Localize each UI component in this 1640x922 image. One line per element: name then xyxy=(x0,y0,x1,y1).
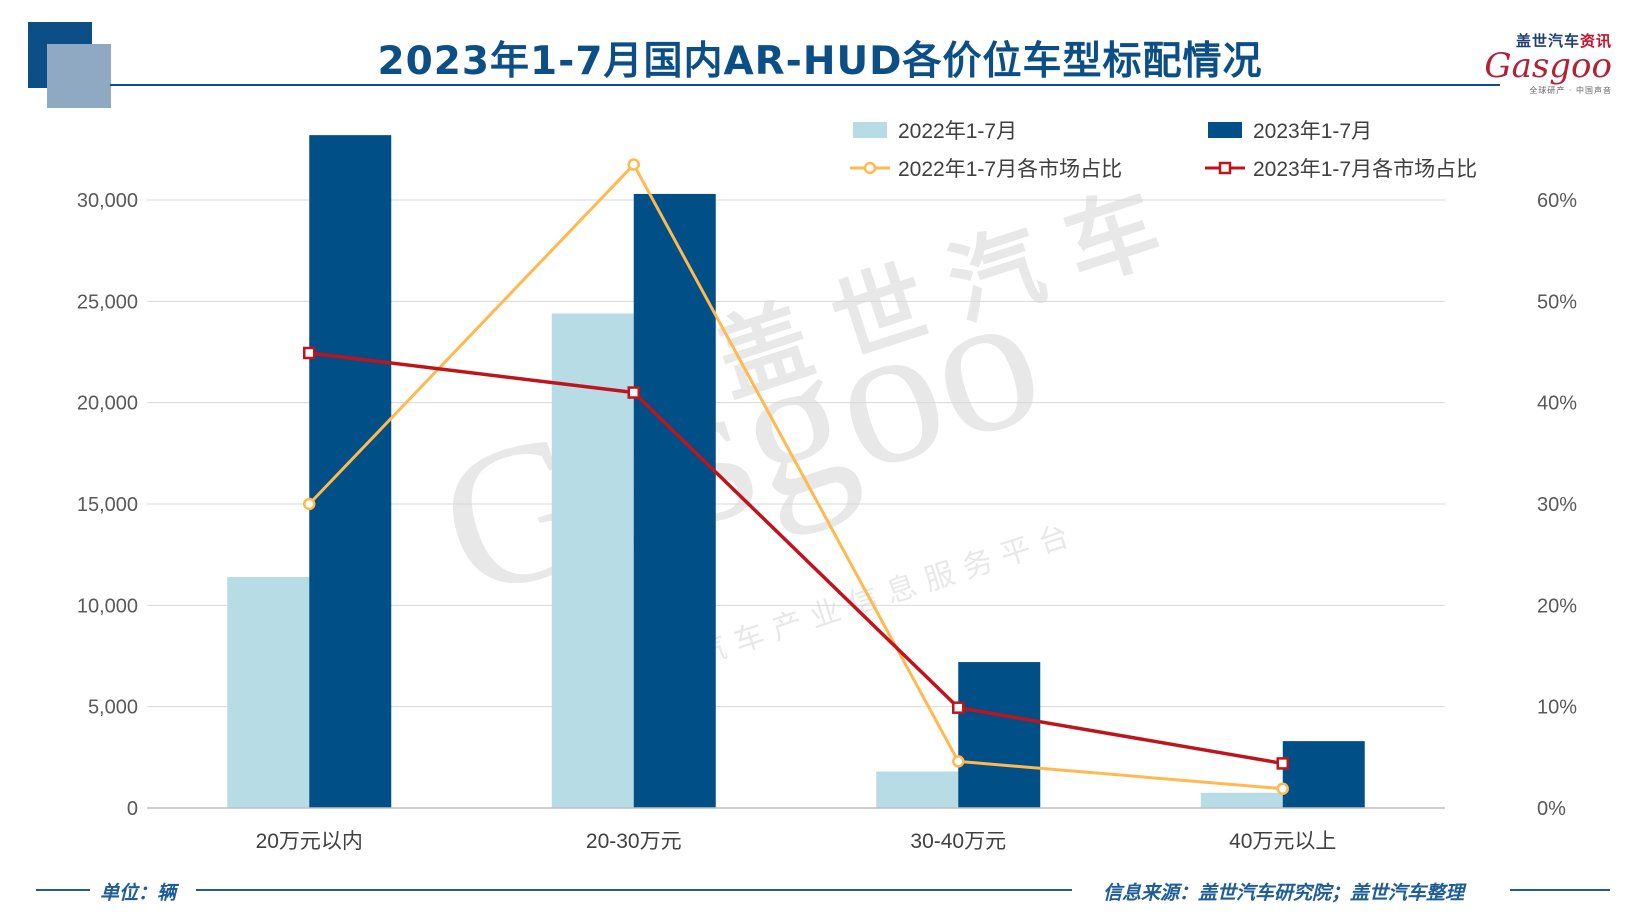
bar xyxy=(633,193,716,809)
bar xyxy=(227,576,310,808)
footer-line-middle xyxy=(196,889,1072,891)
y-left-tick-label: 15,000 xyxy=(77,494,138,516)
series-line xyxy=(309,351,1284,766)
y-left-tick-label: 20,000 xyxy=(77,393,138,415)
y-right-tick-label: 30% xyxy=(1537,494,1577,516)
logo-en: Gasgoo xyxy=(1484,46,1612,86)
y-left-tick-label: 5,000 xyxy=(88,697,138,719)
legend-label: 2022年1-7月各市场占比 xyxy=(898,158,1122,181)
logo-cn-main: 盖世汽车 xyxy=(1515,32,1580,50)
legend-swatch xyxy=(853,122,887,138)
y-right-tick-label: 20% xyxy=(1537,595,1577,617)
y-left-tick-label: 10,000 xyxy=(77,595,138,617)
line-point xyxy=(952,701,965,714)
lines xyxy=(303,158,1289,795)
logo-cn-accent: 资讯 xyxy=(1579,32,1612,50)
line-point xyxy=(303,346,316,360)
legend-marker xyxy=(1218,161,1232,175)
bars xyxy=(227,135,1365,809)
y-right-tick-label: 0% xyxy=(1537,798,1566,820)
bar xyxy=(551,313,634,808)
x-tick-label: 30-40万元 xyxy=(910,830,1006,853)
line-point xyxy=(1276,782,1289,795)
line-point xyxy=(627,386,640,399)
y-left-tick-label: 0 xyxy=(127,798,138,820)
logo-tagline: 全球研产 · 中国声音 xyxy=(1529,86,1612,95)
watermark: 盖世汽车 Gasgoo 汽车产业信息服务平台 xyxy=(415,166,1200,671)
title-decoration-light xyxy=(47,44,111,108)
y-right-tick-label: 50% xyxy=(1537,291,1577,313)
line-point xyxy=(1276,757,1289,770)
legend-label: 2023年1-7月各市场占比 xyxy=(1253,158,1477,181)
line-point xyxy=(303,497,316,511)
y-right-tick-label: 40% xyxy=(1537,393,1577,415)
y-left-tick-label: 30,000 xyxy=(77,190,138,212)
axes: 0 5,000 10,000 15,000 20,000 25,000 30,000 0% 10… xyxy=(77,190,1577,853)
footer-line-right xyxy=(1510,889,1610,891)
x-tick-label: 40万元以上 xyxy=(1229,830,1336,853)
y-right-tick-label: 10% xyxy=(1537,697,1577,719)
bar xyxy=(309,135,392,808)
y-right-tick-label: 60% xyxy=(1537,190,1577,212)
page-title: 2023年1-7月国内AR-HUD各价位车型标配情况 xyxy=(377,39,1263,84)
gasgoo-logo: 盖世汽车资讯 Gasgoo 全球研产 · 中国声音 xyxy=(1452,30,1612,96)
legend-swatch xyxy=(1208,122,1242,138)
title-underline xyxy=(110,84,1500,86)
bar xyxy=(958,662,1041,808)
unit-label: 单位：辆 xyxy=(100,882,177,904)
source-label: 信息来源：盖世汽车研究院；盖世汽车整理 xyxy=(1103,882,1465,904)
legend-marker xyxy=(863,161,877,175)
line-point xyxy=(627,158,640,171)
legend-label: 2022年1-7月 xyxy=(898,120,1017,143)
bar xyxy=(876,771,959,808)
legend-label: 2023年1-7月 xyxy=(1253,120,1372,143)
bar xyxy=(1282,741,1365,808)
x-tick-label: 20万元以内 xyxy=(256,830,363,853)
footer-line-left xyxy=(36,889,90,891)
x-tick-label: 20-30万元 xyxy=(586,830,682,853)
legend: 2022年1-7月 2023年1-7月 2022年1-7月各市场占比 2023年1-7… xyxy=(850,120,1477,181)
series-line xyxy=(308,163,1283,791)
bar xyxy=(1200,792,1283,808)
y-left-tick-label: 25,000 xyxy=(77,291,138,313)
line-point xyxy=(952,755,965,768)
